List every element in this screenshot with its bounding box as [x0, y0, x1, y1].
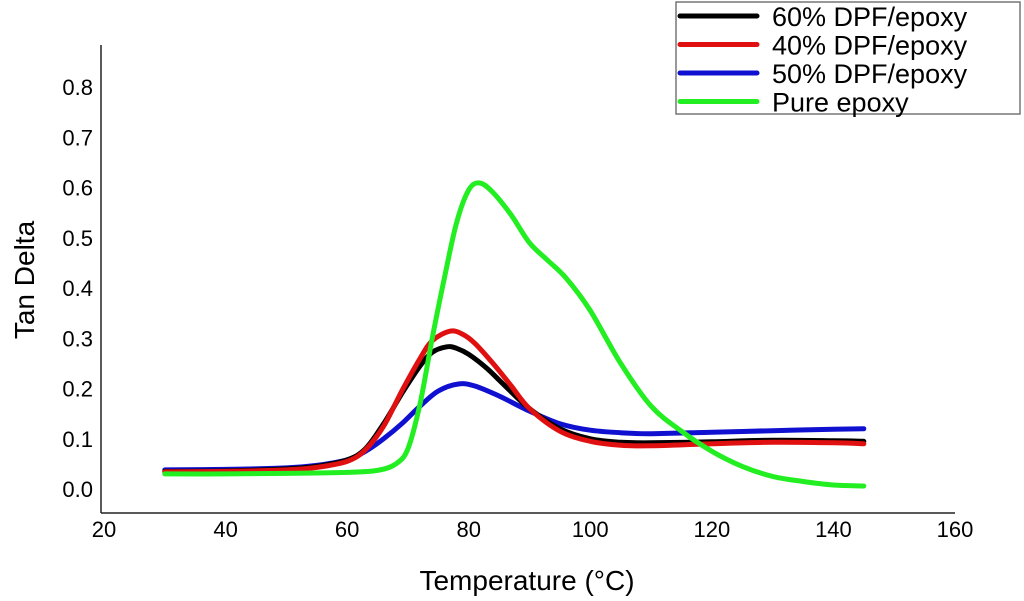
legend-box	[675, 1, 1021, 115]
x-tick-label: 140	[815, 517, 852, 542]
x-tick-label: 120	[693, 517, 730, 542]
y-tick-labels: 0.0 0.1 0.2 0.3 0.4 0.5 0.6 0.7 0.8	[62, 75, 93, 502]
y-tick-label: 0.6	[62, 176, 93, 201]
x-axis-label: Temperature (°C)	[419, 565, 634, 596]
x-tick-labels: 20 40 60 80 100 120 140 160	[92, 517, 974, 542]
y-tick-label: 0.4	[62, 276, 93, 301]
legend-label: 60% DPF/epoxy	[772, 2, 968, 32]
series-line-pure-epoxy	[162, 180, 867, 489]
x-tick-label: 100	[572, 517, 609, 542]
series-lines	[162, 180, 867, 489]
y-tick-label: 0.0	[62, 477, 93, 502]
y-tick-label: 0.7	[62, 125, 93, 150]
x-tick-label: 20	[92, 517, 116, 542]
series-line-40-dpf-epoxy	[162, 328, 867, 475]
x-tick-label: 60	[335, 517, 359, 542]
y-tick-label: 0.3	[62, 326, 93, 351]
legend-label: 40% DPF/epoxy	[772, 31, 968, 61]
axes	[100, 45, 955, 514]
x-tick-label: 40	[213, 517, 237, 542]
x-tick-label: 160	[937, 517, 974, 542]
y-tick-label: 0.1	[62, 427, 93, 452]
x-tick-label: 80	[456, 517, 480, 542]
y-tick-label: 0.8	[62, 75, 93, 100]
y-tick-label: 0.2	[62, 377, 93, 402]
legend-label: 50% DPF/epoxy	[772, 59, 968, 89]
y-axis-label: Tan Delta	[9, 220, 40, 339]
legend-label: Pure epoxy	[772, 88, 909, 118]
series-line-60-dpf-epoxy	[162, 344, 867, 474]
y-tick-label: 0.5	[62, 226, 93, 251]
